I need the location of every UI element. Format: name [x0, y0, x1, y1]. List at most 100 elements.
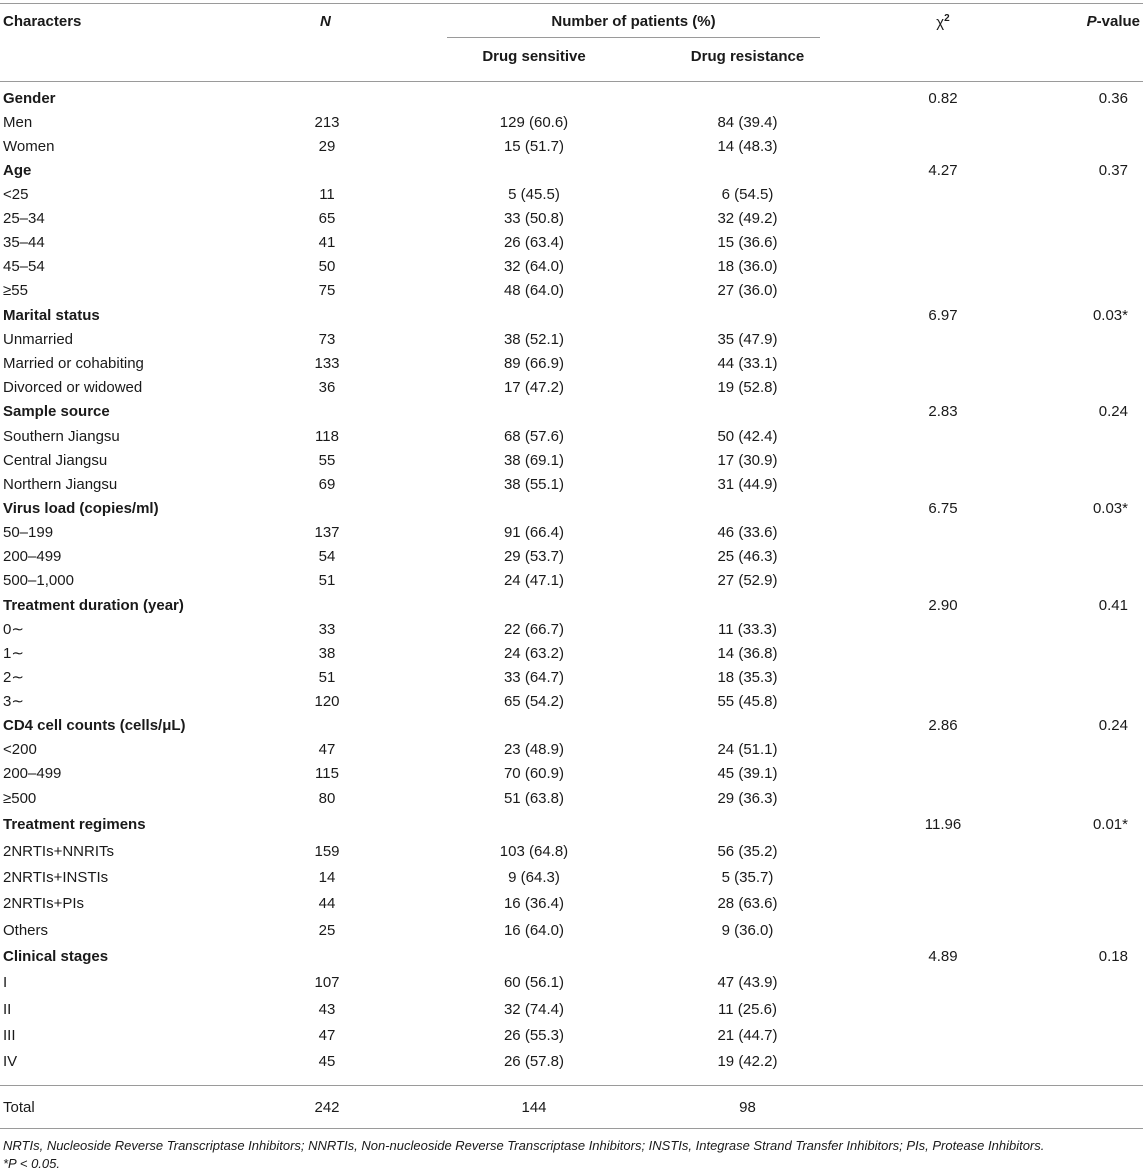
table-row: Women 29 15 (51.7) 14 (48.3): [0, 135, 1143, 159]
cell-chi: 4.89: [928, 948, 958, 965]
cell-num: 29: [318, 138, 336, 155]
cell-res: 14 (36.8): [717, 645, 778, 662]
table-row: II 43 32 (74.4) 11 (25.6): [0, 998, 1143, 1022]
table-row: Northern Jiangsu 69 38 (55.1) 31 (44.9): [0, 473, 1143, 497]
cell-num: 159: [314, 843, 340, 860]
cell-sens: 68 (57.6): [503, 428, 565, 445]
cell-label: 35–44: [3, 234, 45, 251]
cell-num: 43: [318, 1001, 336, 1018]
cell-num: 47: [318, 741, 336, 758]
cell-label: 500–1,000: [3, 572, 74, 589]
cell-res: 56 (35.2): [717, 843, 778, 860]
cell-p: 0.01*: [1092, 816, 1128, 833]
cell-num: 50: [318, 258, 336, 275]
column-header-p-value: P-value: [1000, 13, 1140, 30]
cell-res: 50 (42.4): [717, 428, 778, 445]
cell-label: ≥55: [3, 282, 28, 299]
cell-chi: 2.83: [928, 403, 958, 420]
cell-sens: 70 (60.9): [503, 765, 565, 782]
cell-label: Treatment duration (year): [3, 597, 184, 614]
cell-label: 2∼: [3, 669, 24, 686]
table-row: Married or cohabiting 133 89 (66.9) 44 (33.…: [0, 352, 1143, 376]
cell-res: 11 (25.6): [718, 1001, 777, 1018]
total-n: 242: [314, 1099, 340, 1116]
cell-label: ≥500: [3, 790, 37, 807]
total-resistance: 98: [739, 1099, 756, 1116]
cell-res: 15 (36.6): [717, 234, 778, 251]
table-row: ≥55 75 48 (64.0) 27 (36.0): [0, 279, 1143, 303]
cell-label: 25–34: [3, 210, 45, 227]
cell-res: 25 (46.3): [717, 548, 778, 565]
table-row: 2NRTIs+PIs 44 16 (36.4) 28 (63.6): [0, 892, 1143, 916]
cell-p: 0.18: [1098, 948, 1128, 965]
cell-label: 200–499: [3, 765, 62, 782]
table-row: Others 25 16 (64.0) 9 (36.0): [0, 919, 1143, 943]
cell-sens: 24 (63.2): [503, 645, 565, 662]
cell-num: 107: [314, 974, 340, 991]
cell-num: 38: [318, 645, 336, 662]
cell-label: 3∼: [3, 693, 24, 710]
table-top-rule: [0, 3, 1143, 4]
chi-symbol: χ: [936, 14, 945, 31]
header-bottom-rule: [0, 81, 1143, 82]
cell-label: Men: [3, 114, 33, 131]
total-sensitive: 144: [521, 1099, 547, 1116]
cell-num: 33: [318, 621, 336, 638]
table-row: 1∼ 38 24 (63.2) 14 (36.8): [0, 642, 1143, 666]
cell-res: 18 (36.0): [717, 258, 778, 275]
table-group-row: Age 4.27 0.37: [0, 159, 1143, 183]
cell-label: III: [3, 1027, 16, 1044]
table-row-total: Total 242 144 98: [0, 1096, 1143, 1120]
cell-label: CD4 cell counts (cells/μL): [3, 717, 186, 734]
table-row: III 47 26 (55.3) 21 (44.7): [0, 1024, 1143, 1048]
cell-num: 47: [318, 1027, 336, 1044]
cell-chi: 4.27: [928, 162, 958, 179]
table-row: 2NRTIs+INSTIs 14 9 (64.3) 5 (35.7): [0, 866, 1143, 890]
cell-num: 65: [318, 210, 336, 227]
cell-label: Age: [3, 162, 32, 179]
table-row: 35–44 41 26 (63.4) 15 (36.6): [0, 231, 1143, 255]
cell-num: 118: [315, 428, 339, 445]
cell-label: Women: [3, 138, 55, 155]
cell-res: 32 (49.2): [717, 210, 778, 227]
cell-sens: 26 (55.3): [503, 1027, 565, 1044]
cell-res: 35 (47.9): [717, 331, 778, 348]
cell-res: 9 (36.0): [721, 922, 774, 939]
cell-res: 17 (30.9): [717, 452, 778, 469]
cell-sens: 16 (64.0): [503, 922, 565, 939]
cell-num: 115: [315, 765, 339, 782]
cell-chi: 6.75: [928, 500, 958, 517]
table-group-row: CD4 cell counts (cells/μL) 2.86 0.24: [0, 714, 1143, 738]
cell-label: Virus load (copies/ml): [3, 500, 159, 517]
cell-num: 120: [314, 693, 340, 710]
column-header-chi-square: χ2: [903, 13, 983, 31]
cell-chi: 2.90: [928, 597, 958, 614]
table-group-row: Treatment duration (year) 2.90 0.41: [0, 594, 1143, 618]
cell-num: 25: [318, 922, 336, 939]
cell-sens: 65 (54.2): [503, 693, 565, 710]
cell-res: 46 (33.6): [717, 524, 778, 541]
table-group-row: Gender 0.82 0.36: [0, 87, 1143, 111]
cell-num: 41: [318, 234, 336, 251]
cell-p: 0.03*: [1092, 307, 1128, 324]
cell-num: 51: [318, 572, 336, 589]
table-row: Southern Jiangsu 118 68 (57.6) 50 (42.4): [0, 425, 1143, 449]
cell-num: 55: [318, 452, 336, 469]
cell-label: 45–54: [3, 258, 45, 275]
cell-label: Gender: [3, 90, 56, 107]
cell-sens: 15 (51.7): [503, 138, 565, 155]
column-header-n: N: [320, 13, 331, 30]
cell-sens: 17 (47.2): [503, 379, 565, 396]
cell-sens: 103 (64.8): [499, 843, 569, 860]
cell-label: Central Jiangsu: [3, 452, 108, 469]
table-row: ≥500 80 51 (63.8) 29 (36.3): [0, 787, 1143, 811]
cell-res: 21 (44.7): [717, 1027, 778, 1044]
cell-res: 44 (33.1): [717, 355, 778, 372]
table-row: <200 47 23 (48.9) 24 (51.1): [0, 738, 1143, 762]
cell-label: <200: [3, 741, 37, 758]
total-label: Total: [3, 1099, 35, 1116]
total-top-rule: [0, 1085, 1143, 1086]
cell-label: 2NRTIs+NNRITs: [3, 843, 114, 860]
cell-num: 36: [318, 379, 336, 396]
cell-num: 44: [318, 895, 336, 912]
